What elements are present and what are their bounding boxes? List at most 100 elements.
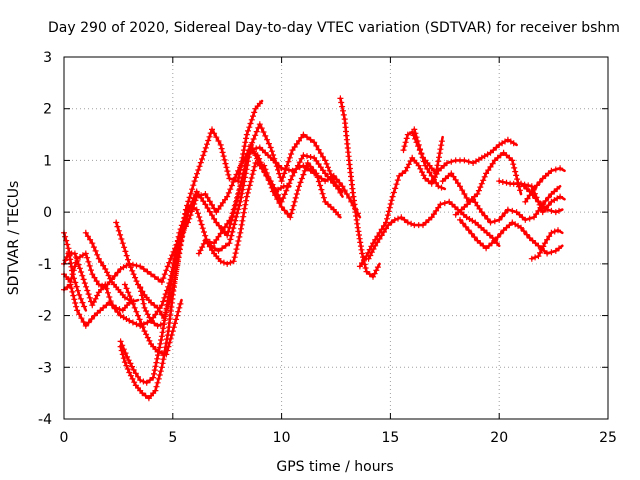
data-point-marker [304,134,310,141]
data-point-marker [173,316,180,323]
data-point-marker [435,183,442,190]
data-point-marker [450,173,457,180]
data-point-marker [189,201,196,208]
data-point-marker [133,262,140,269]
data-point-marker [79,299,86,306]
data-point-marker [475,187,482,194]
data-point-marker [314,174,321,181]
data-point-marker [216,222,222,229]
data-point-marker [232,250,239,257]
data-point-marker [64,284,71,291]
data-point-marker [133,308,140,315]
data-point-marker [105,289,111,296]
data-point-marker [499,213,506,220]
data-point-marker [263,170,270,176]
data-point-marker [217,230,224,237]
y-tick-label: -1 [38,257,52,273]
data-point-marker [448,158,455,165]
data-point-marker [191,178,198,185]
data-point-marker [174,247,181,254]
data-point-marker [551,228,558,235]
data-point-marker [433,166,440,173]
data-point-marker [260,129,267,135]
data-point-marker [215,233,222,240]
data-point-marker [317,164,324,171]
data-point-marker [532,254,539,261]
data-point-marker [274,196,281,203]
data-point-marker [91,274,98,281]
data-point-marker [86,262,93,269]
data-point-marker [433,179,440,186]
data-point-marker [198,221,205,228]
data-point-marker [293,166,300,172]
data-point-marker [267,181,274,188]
data-point-marker [472,199,479,206]
data-point-marker [317,182,324,189]
data-point-marker [178,232,185,239]
data-point-marker [346,194,353,201]
data-point-marker [92,247,99,254]
data-point-marker [307,136,314,143]
data-point-marker [162,309,169,316]
data-point-marker [153,359,160,366]
data-point-marker [90,244,97,251]
data-point-marker [291,198,298,205]
data-point-marker [67,256,74,263]
data-point-marker [465,158,472,165]
data-point-marker [84,233,91,240]
data-point-marker [195,250,202,257]
data-point-marker [174,312,181,319]
data-point-marker [121,244,128,251]
data-point-marker [183,213,190,219]
data-point-marker [264,173,271,180]
data-point-marker [361,256,368,263]
data-point-marker [152,311,159,318]
data-point-marker [418,150,425,157]
data-point-marker [68,275,75,282]
data-point-marker [250,136,257,142]
x-tick-label: 0 [60,430,69,446]
data-point-marker [438,138,445,145]
data-point-marker [167,281,174,288]
data-point-marker [411,126,418,133]
data-point-marker [163,351,170,358]
data-point-marker [285,158,292,165]
data-point-marker [235,238,242,244]
data-point-marker [474,202,481,209]
data-point-marker [107,275,114,282]
data-point-marker [160,275,167,282]
data-point-marker [127,264,134,271]
data-point-marker [230,258,237,265]
data-point-marker [262,132,269,139]
data-point-marker [213,236,220,243]
data-point-marker [289,172,296,179]
data-point-marker [343,191,350,197]
data-point-marker [284,183,290,190]
data-point-marker [157,321,164,328]
data-point-marker [542,197,549,204]
data-point-marker [463,194,470,201]
data-point-marker [526,215,533,222]
data-point-marker [220,259,227,266]
data-point-marker [313,157,320,164]
data-point-marker [140,266,147,272]
data-point-marker [95,255,102,262]
data-point-marker [161,294,168,301]
data-point-marker [89,302,96,309]
data-point-marker [138,320,145,327]
data-point-marker [161,271,168,278]
data-point-marker [391,216,398,223]
data-point-marker [140,300,147,307]
data-point-marker [189,186,196,193]
data-point-marker [556,245,562,252]
data-point-marker [222,242,229,249]
data-point-marker [130,366,137,373]
data-point-marker [156,372,163,378]
data-point-marker [119,342,126,349]
data-point-marker [296,159,303,166]
data-point-marker [392,185,399,192]
data-point-marker [300,131,307,138]
data-point-marker [552,247,559,254]
data-point-marker [462,223,469,230]
data-point-marker [322,157,329,164]
